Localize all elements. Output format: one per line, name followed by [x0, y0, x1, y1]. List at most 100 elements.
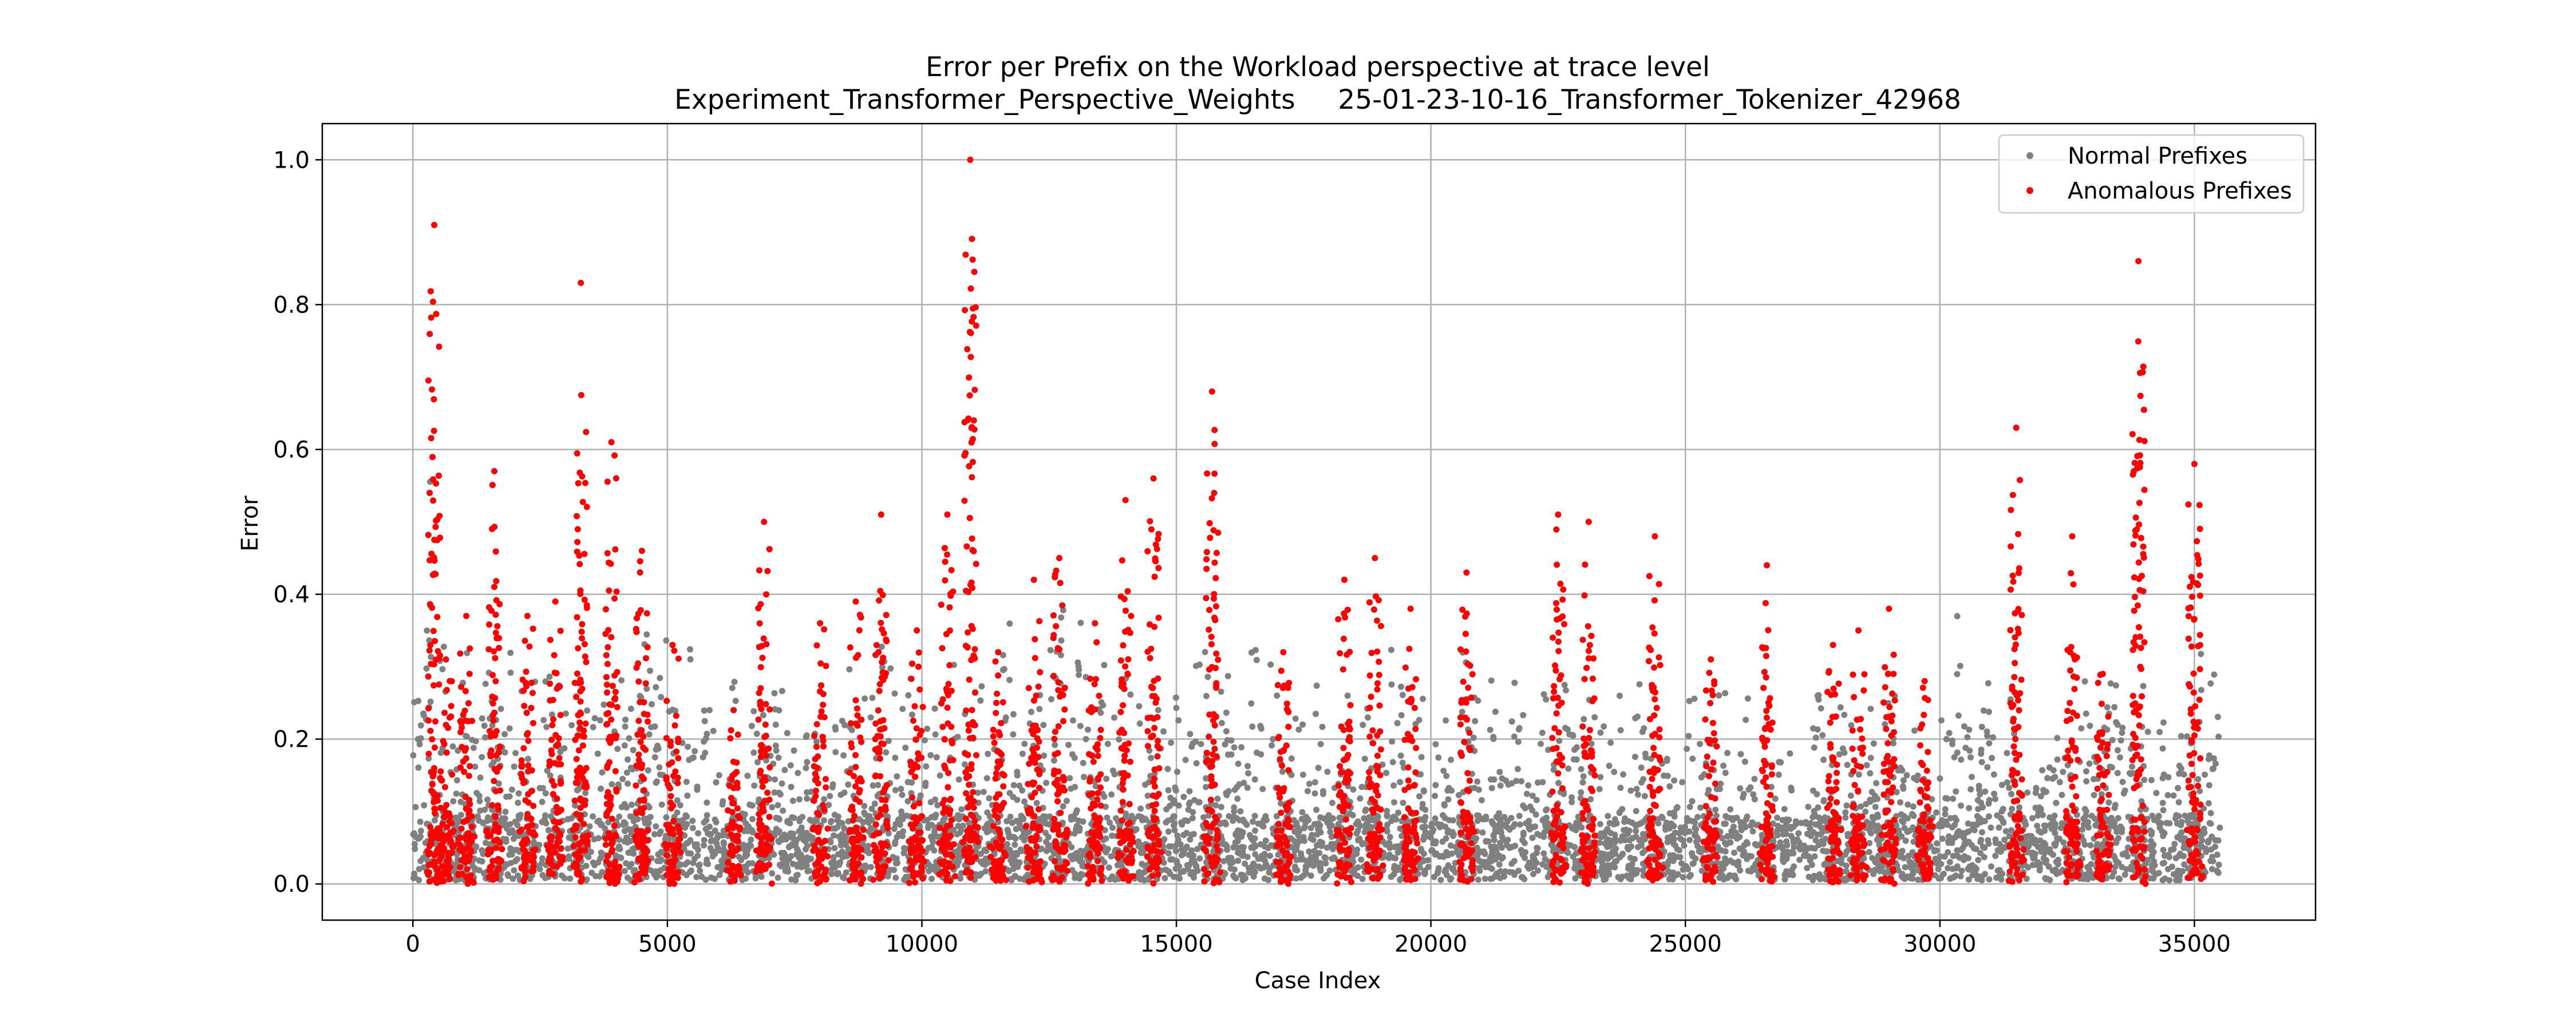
normal-prefix-point	[557, 748, 564, 755]
normal-prefix-point	[2056, 779, 2063, 786]
normal-prefix-point	[1984, 764, 1991, 771]
normal-prefix-point	[1985, 800, 1992, 807]
normal-prefix-point	[598, 785, 604, 792]
normal-prefix-point	[2127, 770, 2133, 777]
normal-prefix-point	[1539, 730, 1546, 736]
normal-prefix-point	[1006, 620, 1013, 627]
normal-prefix-point	[2196, 787, 2203, 794]
normal-prefix-point	[1432, 840, 1439, 847]
normal-prefix-point	[2046, 846, 2053, 853]
normal-prefix-point	[1737, 751, 1744, 758]
normal-prefix-point	[683, 778, 690, 785]
normal-prefix-point	[1664, 755, 1670, 762]
normal-prefix-point	[1231, 866, 1238, 873]
normal-prefix-point	[1751, 775, 1758, 782]
normal-prefix-point	[2162, 875, 2168, 882]
normal-prefix-point	[1622, 837, 1629, 843]
normal-prefix-point	[1346, 810, 1353, 817]
normal-prefix-point	[1950, 853, 1957, 859]
normal-prefix-point	[926, 867, 933, 874]
normal-prefix-point	[1098, 699, 1105, 706]
normal-prefix-point	[582, 790, 589, 797]
normal-prefix-point	[657, 828, 664, 835]
normal-prefix-point	[1270, 736, 1277, 743]
normal-prefix-point	[787, 830, 794, 837]
normal-prefix-point	[1004, 826, 1011, 833]
normal-prefix-point	[828, 871, 835, 877]
normal-prefix-point	[1251, 776, 1258, 783]
normal-prefix-point	[1173, 704, 1180, 711]
normal-prefix-point	[1245, 770, 1251, 777]
normal-prefix-point	[1298, 852, 1305, 859]
normal-prefix-point	[831, 832, 837, 839]
normal-prefix-point	[713, 779, 720, 786]
normal-prefix-point	[1499, 775, 1506, 782]
normal-prefix-point	[1212, 802, 1219, 809]
normal-prefix-point	[1961, 723, 1967, 730]
normal-prefix-point	[1262, 837, 1269, 844]
normal-prefix-point	[1941, 853, 1948, 860]
normal-prefix-point	[1634, 791, 1641, 798]
normal-prefix-point	[1744, 840, 1751, 847]
normal-prefix-point	[427, 698, 434, 705]
normal-prefix-point	[1261, 843, 1268, 850]
normal-prefix-point	[795, 770, 801, 777]
normal-prefix-point	[609, 781, 615, 788]
normal-prefix-point	[1570, 853, 1577, 860]
normal-prefix-point	[1617, 809, 1623, 815]
normal-prefix-point	[1365, 714, 1371, 721]
normal-prefix-point	[780, 807, 787, 814]
normal-prefix-point	[1717, 781, 1724, 787]
normal-prefix-point	[415, 698, 422, 704]
normal-prefix-point	[2029, 815, 2036, 822]
normal-prefix-point	[1718, 847, 1725, 854]
normal-prefix-point	[804, 843, 811, 850]
normal-prefix-point	[1449, 833, 1456, 839]
normal-prefix-point	[841, 825, 848, 832]
normal-prefix-point	[1303, 870, 1310, 877]
normal-prefix-point	[1218, 803, 1224, 810]
normal-prefix-point	[1472, 718, 1479, 724]
normal-prefix-point	[1858, 803, 1864, 810]
normal-prefix-point	[1230, 872, 1237, 879]
normal-prefix-point	[1311, 779, 1318, 786]
normal-prefix-point	[1535, 779, 1541, 786]
normal-prefix-point	[1261, 875, 1268, 882]
normal-prefix-point	[1234, 795, 1241, 802]
normal-prefix-point	[1258, 725, 1265, 732]
normal-prefix-point	[784, 818, 791, 825]
normal-prefix-point	[1313, 842, 1320, 849]
normal-prefix-point	[961, 761, 968, 768]
normal-prefix-point	[1398, 712, 1405, 719]
normal-prefix-point	[1496, 861, 1503, 868]
normal-prefix-point	[1727, 806, 1734, 813]
normal-prefix-point	[2064, 762, 2071, 768]
normal-prefix-point	[1641, 793, 1648, 799]
normal-prefix-point	[1474, 818, 1481, 824]
normal-prefix-point	[1516, 821, 1523, 828]
normal-prefix-point	[2129, 763, 2135, 770]
normal-prefix-point	[1390, 854, 1397, 861]
normal-prefix-point	[891, 826, 898, 832]
normal-prefix-point	[2104, 704, 2111, 711]
normal-prefix-point	[1418, 754, 1425, 760]
normal-prefix-point	[1324, 768, 1331, 775]
normal-prefix-point	[1978, 837, 1985, 843]
normal-prefix-point	[709, 853, 716, 859]
normal-prefix-point	[2113, 839, 2120, 846]
normal-prefix-point	[1681, 842, 1688, 849]
normal-prefix-point	[748, 723, 755, 730]
normal-prefix-point	[2112, 682, 2119, 689]
normal-prefix-point	[745, 842, 752, 849]
normal-prefix-point	[1432, 741, 1439, 748]
normal-prefix-point	[1743, 716, 1749, 723]
normal-prefix-point	[708, 874, 714, 881]
normal-prefix-point	[2111, 704, 2118, 711]
normal-prefix-point	[2000, 819, 2007, 826]
normal-prefix-point	[428, 653, 434, 660]
normal-prefix-point	[1998, 843, 2005, 850]
normal-prefix-point	[1958, 867, 1965, 874]
normal-prefix-point	[1992, 853, 1999, 859]
normal-prefix-point	[2165, 774, 2172, 781]
